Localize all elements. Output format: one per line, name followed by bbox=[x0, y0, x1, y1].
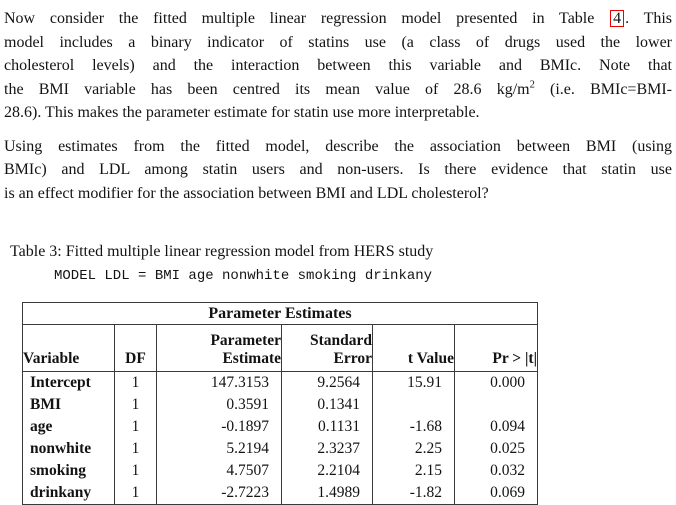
cell-df: 1 bbox=[114, 416, 157, 438]
text-segment: . This bbox=[625, 10, 673, 27]
cell-pr: 0.025 bbox=[490, 440, 525, 457]
cell-estimate: 147.3153 bbox=[156, 371, 282, 394]
cell-t-value: -1.68 bbox=[372, 416, 455, 438]
paragraph-1: Now consider the fitted multiple linear … bbox=[4, 7, 672, 125]
text-line: the BMI variable has been centred its me… bbox=[4, 78, 672, 102]
cell-df: 1 bbox=[114, 482, 157, 505]
text-line: model includes a binary indicator of sta… bbox=[4, 33, 672, 51]
cell-std-error: 2.3237 bbox=[281, 438, 373, 460]
column-header-pr: Pr > |t| bbox=[454, 324, 538, 372]
cell-std-error: 1.4989 bbox=[281, 482, 373, 505]
text-line: cholesterol levels) and the interaction … bbox=[4, 57, 672, 74]
column-header-estimate: Parameter Estimate bbox=[156, 324, 282, 372]
column-header-variable: Variable bbox=[22, 324, 115, 372]
table-header-row: Variable DF Parameter Estimate Standard … bbox=[22, 324, 538, 372]
column-header-std-error: Standard Error bbox=[281, 324, 373, 372]
cell-pr: 0.094 bbox=[490, 418, 525, 435]
cell-variable: age bbox=[22, 416, 115, 438]
text-line: Using estimates from the fitted model, d… bbox=[4, 137, 672, 155]
table-title: Parameter Estimates bbox=[22, 302, 538, 325]
text-segment: the BMI variable has been centred its me… bbox=[4, 80, 530, 98]
text-segment: (i.e. BMIc=BMI- bbox=[534, 80, 672, 98]
cell-std-error: 2.2104 bbox=[281, 460, 373, 482]
cell-t-value: 15.91 bbox=[372, 371, 455, 394]
cell-estimate: -2.7223 bbox=[156, 482, 282, 505]
cell-pr bbox=[455, 394, 538, 416]
cell-pr: 0.000 bbox=[490, 374, 525, 391]
table-4-hyperlink[interactable]: 4 bbox=[610, 10, 625, 27]
cell-t-value: 2.25 bbox=[372, 438, 455, 460]
cell-std-error: 0.1131 bbox=[281, 416, 373, 438]
cell-estimate: 5.2194 bbox=[156, 438, 282, 460]
text-line: is an effect modifier for the associatio… bbox=[4, 184, 489, 202]
cell-estimate: -0.1897 bbox=[156, 416, 282, 438]
cell-estimate: 0.3591 bbox=[156, 394, 282, 416]
text-line: BMIc) and LDL among statin users and non… bbox=[4, 161, 672, 178]
table-row-age: age 1 -0.1897 0.1131 -1.68 0.094 bbox=[22, 416, 538, 438]
header-line: Parameter bbox=[210, 332, 281, 349]
header-line: Estimate bbox=[222, 350, 281, 367]
table-title-row: Parameter Estimates bbox=[22, 302, 538, 325]
cell-t-value: 2.15 bbox=[372, 460, 455, 482]
table-row-smoking: smoking 1 4.7507 2.2104 2.15 0.032 bbox=[22, 460, 538, 482]
text-segment: Now consider the fitted multiple linear … bbox=[4, 10, 595, 27]
cell-t-value: -1.82 bbox=[372, 482, 455, 505]
model-statement: MODEL LDL = BMI age nonwhite smoking dri… bbox=[54, 268, 433, 284]
cell-df: 1 bbox=[114, 460, 157, 482]
column-header-t-value: t Value bbox=[372, 324, 455, 372]
cell-variable: smoking bbox=[22, 460, 115, 482]
superscript-2: 2 bbox=[529, 79, 535, 91]
cell-variable: nonwhite bbox=[22, 438, 115, 460]
text-line: 28.6). This makes the parameter estimate… bbox=[4, 104, 480, 121]
table-row-bmi: BMI 1 0.3591 0.1341 bbox=[22, 394, 538, 416]
header-line: Error bbox=[333, 350, 372, 367]
cell-pr: 0.069 bbox=[490, 484, 525, 501]
cell-df: 1 bbox=[114, 394, 157, 416]
parameter-estimates-table: Parameter Estimates Variable DF Paramete… bbox=[22, 302, 538, 505]
column-header-df: DF bbox=[114, 324, 157, 372]
cell-estimate: 4.7507 bbox=[156, 460, 282, 482]
cell-pr: 0.032 bbox=[490, 462, 525, 479]
table-row-intercept: Intercept 1 147.3153 9.2564 15.91 0.000 bbox=[22, 371, 538, 394]
header-line: Standard bbox=[309, 332, 372, 349]
cell-std-error: 9.2564 bbox=[281, 371, 373, 394]
paragraph-2: Using estimates from the fitted model, d… bbox=[4, 135, 672, 206]
cell-df: 1 bbox=[114, 371, 157, 394]
cell-t-value bbox=[372, 394, 455, 416]
table-row-drinkany: drinkany 1 -2.7223 1.4989 -1.82 0.069 bbox=[22, 482, 538, 505]
cell-variable: Intercept bbox=[22, 371, 115, 394]
table-caption: Table 3: Fitted multiple linear regressi… bbox=[10, 243, 434, 260]
table-row-nonwhite: nonwhite 1 5.2194 2.3237 2.25 0.025 bbox=[22, 438, 538, 460]
text-line: Now consider the fitted multiple linear … bbox=[4, 7, 672, 31]
cell-df: 1 bbox=[114, 438, 157, 460]
cell-variable: drinkany bbox=[22, 482, 115, 505]
cell-std-error: 0.1341 bbox=[281, 394, 373, 416]
cell-variable: BMI bbox=[22, 394, 115, 416]
